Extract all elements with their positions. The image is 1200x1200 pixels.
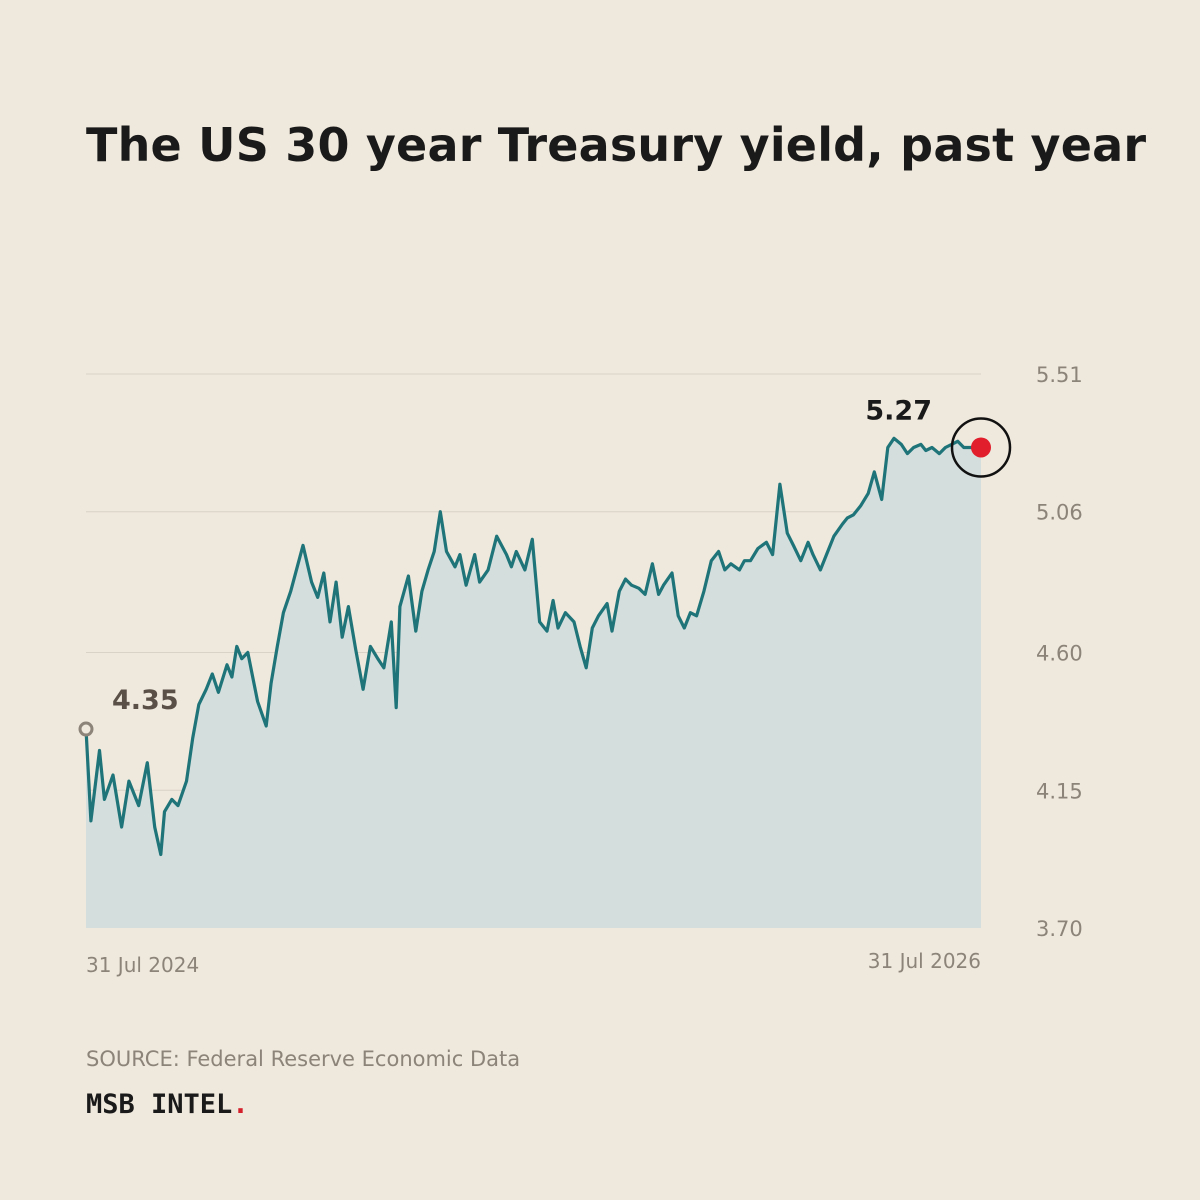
x-tick-label: 31 Jul 2024: [86, 953, 199, 977]
x-tick-label: 31 Jul 2026: [868, 949, 981, 973]
yield-area-fill: [86, 438, 981, 928]
brand-name: MSB INTEL: [86, 1089, 233, 1120]
brand-logo: MSB INTEL.: [86, 1089, 249, 1120]
start-point-marker: [78, 721, 94, 737]
y-tick-label: 4.60: [1036, 642, 1083, 666]
y-tick-label: 3.70: [1036, 917, 1083, 941]
y-axis-labels: 5.51 5.06 4.60 4.15 3.70: [1036, 363, 1083, 941]
end-point-highlight-ring: [950, 417, 1012, 478]
yield-line: [84, 436, 983, 857]
source-note: SOURCE: Federal Reserve Economic Data: [86, 1047, 521, 1071]
y-tick-label: 5.51: [1036, 363, 1083, 387]
end-point-marker: [971, 437, 991, 458]
y-tick-label: 4.15: [1036, 779, 1083, 803]
yield-chart: 5.515.064.604.153.70 31 Jul 2024 31 Jul 2…: [78, 363, 1083, 977]
y-tick-label: 5.06: [1036, 501, 1083, 525]
end-value-label: 5.27: [865, 395, 932, 426]
brand-dot: .: [232, 1089, 249, 1120]
x-axis-labels: 31 Jul 2024 31 Jul 2026: [86, 949, 981, 977]
chart-title: The US 30 year Treasury yield, past year: [86, 118, 1147, 172]
start-value-label: 4.35: [112, 685, 179, 716]
